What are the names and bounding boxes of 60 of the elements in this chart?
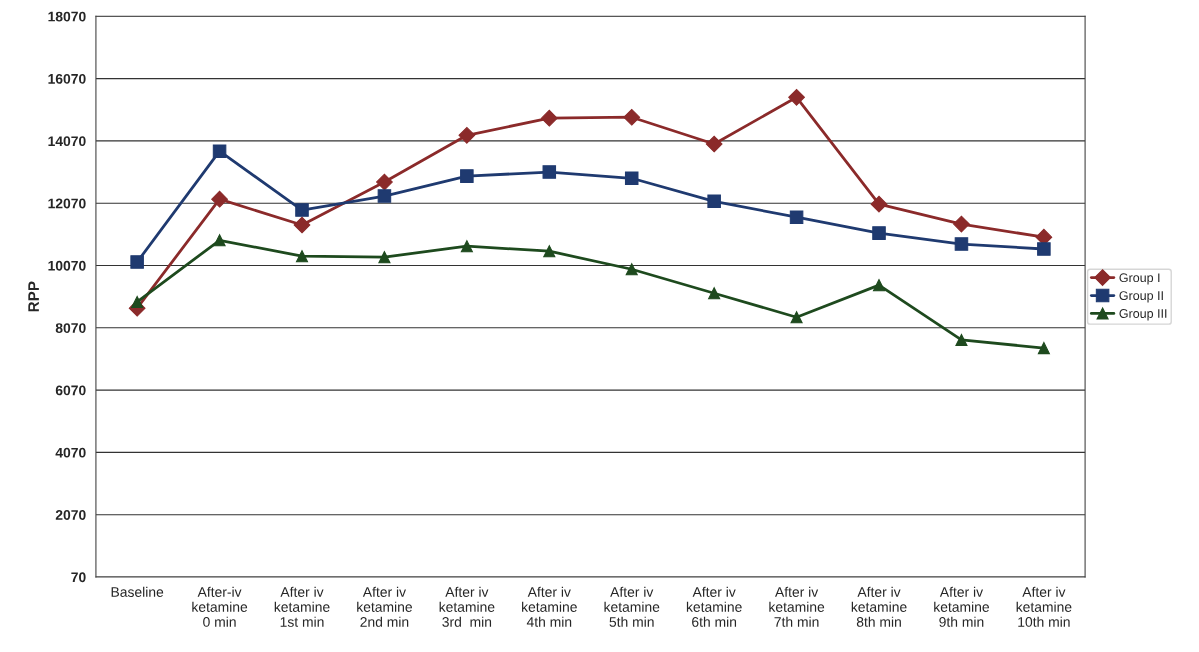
- point: [708, 287, 721, 300]
- point: [705, 135, 723, 153]
- point: [624, 171, 639, 186]
- point: [1037, 341, 1050, 355]
- x-tick-label: After iv ketamine 9th min: [934, 586, 990, 627]
- point: [543, 245, 556, 258]
- point: [460, 169, 474, 183]
- point: [542, 165, 557, 179]
- point: [872, 279, 886, 292]
- x-tick-label: After iv ketamine 10th min: [1016, 586, 1072, 627]
- point: [1037, 242, 1051, 256]
- y-tick-label: 18070: [48, 11, 86, 22]
- x-tick-label: After iv ketamine 6th min: [686, 586, 742, 627]
- point: [295, 203, 309, 217]
- point: [130, 255, 144, 269]
- point: [788, 88, 805, 106]
- x-tick-label: After iv ketamine 1st min: [274, 586, 330, 627]
- point: [460, 240, 473, 253]
- y-tick-label: 2070: [55, 510, 86, 520]
- point: [789, 210, 804, 224]
- point: [625, 263, 638, 276]
- x-tick-label: After iv ketamine 3rd min: [439, 586, 495, 627]
- point: [131, 295, 144, 309]
- point: [213, 234, 226, 247]
- point: [623, 108, 641, 126]
- x-tick-label: After iv ketamine 2nd min: [357, 586, 412, 627]
- y-tick-label: 12070: [48, 198, 86, 209]
- x-tick-label: After iv ketamine 8th min: [851, 586, 907, 627]
- point: [872, 226, 886, 240]
- point: [295, 250, 309, 263]
- point: [212, 144, 227, 158]
- point: [540, 109, 558, 127]
- x-tick-label: After iv ketamine 4th min: [522, 586, 577, 627]
- point: [954, 237, 969, 251]
- x-tick-label: After iv ketamine 7th min: [769, 586, 825, 627]
- point: [458, 126, 476, 144]
- point: [707, 194, 721, 209]
- point: [377, 189, 392, 203]
- point: [955, 333, 968, 347]
- point: [790, 311, 803, 324]
- point: [953, 215, 970, 233]
- x-tick-label: Baseline: [111, 586, 164, 597]
- x-tick-label: After-iv ketamine 0 min: [192, 586, 248, 627]
- point: [293, 216, 311, 234]
- legend-label: Group I: [1119, 273, 1160, 285]
- legend-label: Group II: [1119, 291, 1163, 303]
- y-tick-label: 14070: [48, 136, 86, 147]
- point: [870, 195, 888, 213]
- point: [211, 190, 228, 208]
- point: [376, 173, 393, 191]
- y-tick-label: 6070: [55, 385, 86, 396]
- y-tick-label: 4070: [55, 447, 86, 458]
- y-tick-label: 70: [71, 572, 86, 583]
- y-tick-label: 16070: [48, 73, 86, 84]
- y-tick-label: 10070: [48, 260, 86, 271]
- y-axis-title: RPP: [28, 281, 39, 312]
- point: [378, 251, 391, 264]
- y-tick-label: 8070: [55, 323, 86, 333]
- x-tick-label: After iv ketamine 5th min: [604, 586, 660, 627]
- legend-label: Group III: [1119, 309, 1167, 321]
